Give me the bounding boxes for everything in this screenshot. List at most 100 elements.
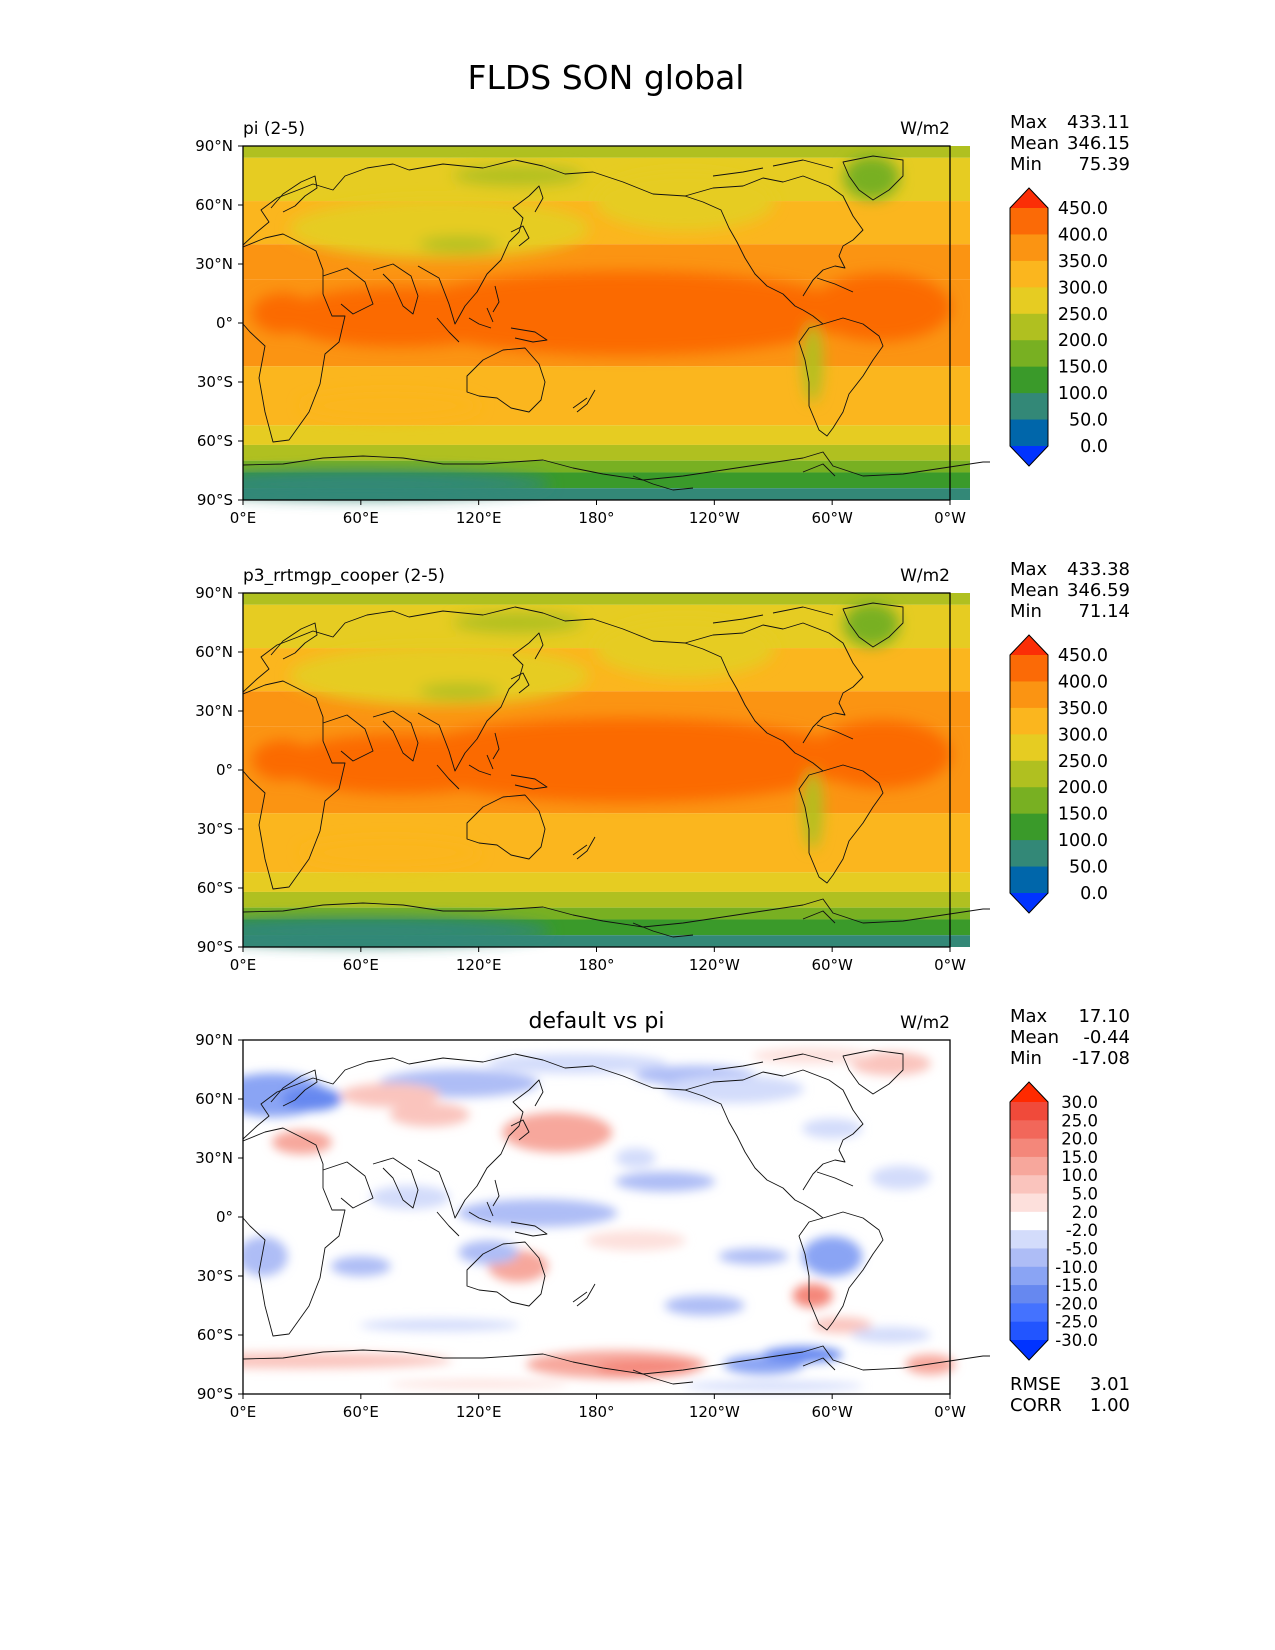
rmse-value: 3.01 [1090, 1374, 1130, 1395]
colorbar-segment [1010, 760, 1048, 788]
x-tick-label: 60°E [343, 509, 379, 527]
colorbar-label: -15.0 [1055, 1276, 1098, 1295]
x-tick-label: 0°W [934, 956, 966, 974]
colorbar-extend-bottom [1010, 893, 1048, 913]
corr-value: 1.00 [1090, 1395, 1130, 1416]
x-tick-label: 180° [578, 956, 614, 974]
colorbar-segment [1010, 840, 1048, 868]
colorbar-label: 50.0 [1069, 411, 1108, 431]
colorbar-segment [1010, 208, 1048, 235]
colorbar-label: 30.0 [1061, 1093, 1098, 1112]
x-tick-label: 0°W [934, 509, 966, 527]
y-tick-label: 30°S [197, 373, 233, 391]
colorbar-segment [1010, 313, 1048, 341]
colorbar-label: 300.0 [1058, 725, 1108, 745]
colorbar-label: 0.0 [1080, 884, 1108, 904]
colorbar-label: 300.0 [1058, 278, 1108, 298]
colorbar-segment [1010, 1211, 1048, 1231]
colorbar-segment [1010, 1156, 1048, 1176]
x-tick-label: 120°W [689, 956, 740, 974]
map-field [243, 146, 990, 500]
colorbar-segment [1010, 866, 1048, 894]
y-tick-label: 90°N [195, 1031, 233, 1049]
x-tick-label: 120°E [456, 509, 502, 527]
figure-title: FLDS SON global [468, 58, 745, 97]
colorbar-segment [1010, 1303, 1048, 1323]
colorbar-label: 100.0 [1058, 831, 1108, 851]
colorbar-segment [1010, 419, 1048, 447]
x-tick-label: 120°E [456, 956, 502, 974]
y-tick-label: 30°N [195, 255, 233, 273]
x-tick-label: 180° [578, 1403, 614, 1421]
x-tick-label: 60°W [811, 509, 853, 527]
colorbar-outline [1009, 1081, 1049, 1361]
colorbar-label: -20.0 [1055, 1294, 1098, 1313]
colorbar-label: 450.0 [1058, 199, 1108, 219]
map-panel-3: default vs pi W/m2 0°E 60°E 120°E 180° 120°W 60… [195, 1006, 1130, 1421]
colorbar-segment [1010, 393, 1048, 421]
y-tick-label: 60°N [195, 643, 233, 661]
x-tick-label: 120°W [689, 509, 740, 527]
colorbar-segment [1010, 1285, 1048, 1304]
x-tick-label: 0°W [934, 1403, 966, 1421]
y-tick-label: 30°N [195, 702, 233, 720]
x-tick-label: 180° [578, 509, 614, 527]
map-field [243, 593, 990, 947]
panel-units: W/m2 [900, 566, 950, 586]
colorbar-segment [1010, 287, 1048, 315]
x-tick-label: 0°E [230, 956, 257, 974]
colorbar-label: 15.0 [1061, 1148, 1098, 1167]
stat-label: Max [1010, 112, 1048, 133]
stat-label: Mean [1010, 133, 1059, 154]
map-panel-1: pi (2-5) W/m2 0°E 60°E 120°E 180° 120°W 60°W 0°W… [195, 112, 1130, 527]
colorbar-label: 350.0 [1058, 699, 1108, 719]
x-tick-label: 60°W [811, 956, 853, 974]
panel-units: W/m2 [900, 1013, 950, 1033]
colorbar-label: 20.0 [1061, 1130, 1098, 1149]
y-tick-label: 90°S [197, 491, 233, 509]
y-tick-label: 30°N [195, 1149, 233, 1167]
colorbar-extend-top [1010, 1082, 1048, 1102]
stat-label: Mean [1010, 1027, 1059, 1048]
colorbar-segment [1010, 655, 1048, 682]
colorbar-label: -30.0 [1055, 1331, 1098, 1350]
stat-value: -17.08 [1072, 1048, 1130, 1069]
colorbar-segment [1010, 813, 1048, 841]
colorbar-label: -25.0 [1055, 1313, 1098, 1332]
colorbar-label: 5.0 [1072, 1185, 1098, 1204]
panel-title: default vs pi [529, 1009, 665, 1034]
colorbar-label: 25.0 [1061, 1111, 1098, 1130]
colorbar-label: 100.0 [1058, 384, 1108, 404]
y-tick-label: 60°N [195, 196, 233, 214]
colorbar-segment [1010, 1193, 1048, 1213]
y-tick-label: 0° [216, 761, 233, 779]
colorbar-label: 450.0 [1058, 646, 1108, 666]
colorbar-extend-top [1010, 635, 1048, 655]
y-tick-label: 30°S [197, 1267, 233, 1285]
colorbar-label: 150.0 [1058, 358, 1108, 378]
stat-label: Min [1010, 601, 1042, 622]
y-tick-label: 30°S [197, 820, 233, 838]
colorbar-label: 2.0 [1072, 1203, 1098, 1222]
colorbar: 450.0 400.0 350.0 300.0 250.0 200.0 150.0 100.0… [1009, 634, 1108, 914]
y-tick-label: 0° [216, 1208, 233, 1226]
stat-value: 75.39 [1078, 154, 1130, 175]
stat-label: Max [1010, 559, 1048, 580]
stat-value: -0.44 [1083, 1027, 1130, 1048]
panel-title: p3_rrtmgp_cooper (2-5) [243, 566, 445, 586]
stat-value: 433.11 [1067, 112, 1130, 133]
colorbar-outline [1009, 187, 1049, 467]
colorbar-segment [1010, 734, 1048, 762]
colorbar-segment [1010, 1175, 1048, 1195]
colorbar-label: 250.0 [1058, 305, 1108, 325]
colorbar-segment [1010, 1138, 1048, 1158]
colorbar-segment [1010, 1266, 1048, 1286]
colorbar-label: -5.0 [1066, 1239, 1098, 1258]
colorbar-label: 200.0 [1058, 778, 1108, 798]
colorbar: 30.025.020.015.010.05.02.0-2.0-5.0-10.0-… [1009, 1081, 1098, 1361]
x-tick-label: 60°W [811, 1403, 853, 1421]
stat-value: 17.10 [1078, 1006, 1130, 1027]
colorbar-segment [1010, 1248, 1048, 1268]
colorbar: 450.0 400.0 350.0 300.0 250.0 200.0 150.0 100.0… [1009, 187, 1108, 467]
